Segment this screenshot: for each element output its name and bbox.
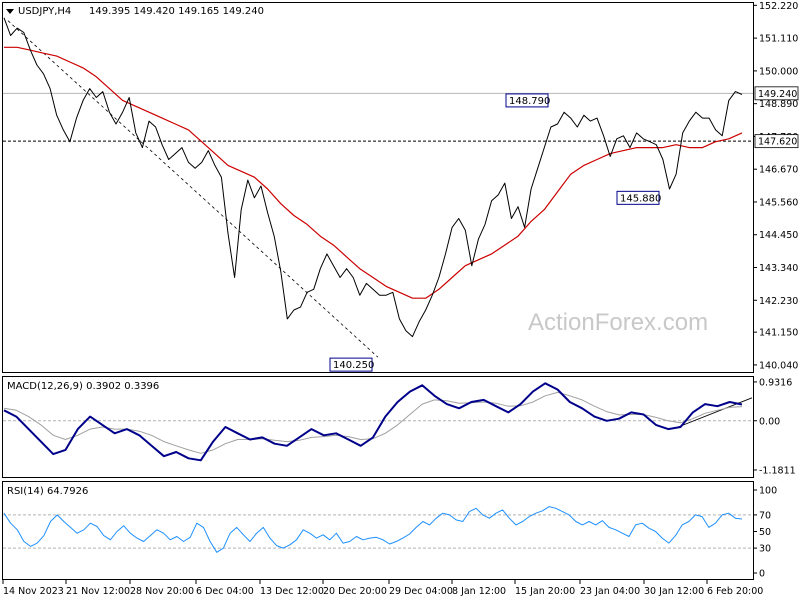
time-axis-tick-label: 21 Nov 12:00 (66, 586, 130, 597)
rsi-label: RSI(14) 64.7926 (7, 486, 88, 497)
macd-axis-tick-label: 0.00 (759, 416, 780, 427)
rsi-line (3, 506, 743, 553)
time-axis-tick-label: 23 Jan 04:00 (580, 586, 640, 597)
macd-axis-tick-label: 0.9316 (759, 377, 792, 388)
price-axis-tick-label: 146.670 (759, 165, 798, 176)
annotation-box (329, 357, 373, 372)
price-series-line (3, 17, 743, 338)
chart-title: USDJPY,H4 (18, 6, 71, 17)
macd-axis-tick-label: -1.1811 (759, 465, 796, 476)
price-axis-tick-label: 145.560 (759, 197, 798, 208)
rsi-axis-tick-label: 30 (759, 544, 771, 555)
price-axis-tick-label: 141.150 (759, 328, 798, 339)
ohlc-values: 149.395 149.420 149.165 149.240 (89, 6, 264, 17)
annotation-box (505, 93, 549, 108)
macd-main-line (3, 382, 743, 462)
time-axis-tick-label: 13 Dec 12:00 (260, 586, 324, 597)
price-panel (2, 2, 754, 373)
price-axis-tick-label: 150.000 (759, 66, 798, 77)
price-axis-tick-label: 143.340 (759, 263, 798, 274)
time-axis-tick-label: 15 Jan 20:00 (515, 586, 575, 597)
watermark: ActionForex.com (528, 309, 708, 336)
annotation-label: 145.880 (620, 193, 661, 204)
current-price-tag: 149.240 (758, 89, 797, 100)
time-axis-tick-label: 29 Dec 04:00 (389, 586, 453, 597)
dropdown-triangle-icon[interactable] (6, 9, 14, 14)
price-axis-tick-label: 151.110 (759, 34, 798, 45)
price-axis-tick-label: 148.890 (759, 99, 798, 110)
time-axis-tick-label: 14 Nov 2023 (3, 586, 64, 597)
time-axis-tick-label: 6 Dec 04:00 (196, 586, 254, 597)
macd-trend-line (674, 397, 753, 429)
rsi-axis-tick-label: 0 (759, 569, 765, 580)
level-price-tag-box (754, 134, 799, 149)
level-price-tag: 147.620 (758, 137, 797, 148)
rsi-panel (2, 481, 754, 580)
annotation-label: 148.790 (509, 96, 550, 107)
price-axis-tick-label: 144.450 (759, 230, 798, 241)
current-price-tag-box (754, 86, 799, 101)
trend-line-down (7, 20, 379, 358)
macd-label: MACD(12,26,9) 0.3902 0.3396 (7, 381, 159, 392)
time-axis-tick-label: 8 Jan 12:00 (452, 586, 506, 597)
annotation-box (616, 190, 660, 205)
rsi-axis-tick-label: 70 (759, 510, 771, 521)
time-axis-tick-label: 28 Nov 20:00 (130, 586, 194, 597)
rsi-axis-tick-label: 50 (759, 527, 771, 538)
price-axis-tick-label: 152.220 (759, 1, 798, 12)
price-axis-tick-label: 140.040 (759, 360, 798, 371)
time-axis-tick-label: 20 Dec 20:00 (323, 586, 387, 597)
rsi-axis-tick-label: 100 (759, 486, 777, 497)
annotation-label: 140.250 (333, 360, 374, 371)
time-axis-tick-label: 30 Jan 12:00 (644, 586, 704, 597)
time-axis-tick-label: 6 Feb 20:00 (707, 586, 763, 597)
price-axis-tick-label: 142.230 (759, 296, 798, 307)
